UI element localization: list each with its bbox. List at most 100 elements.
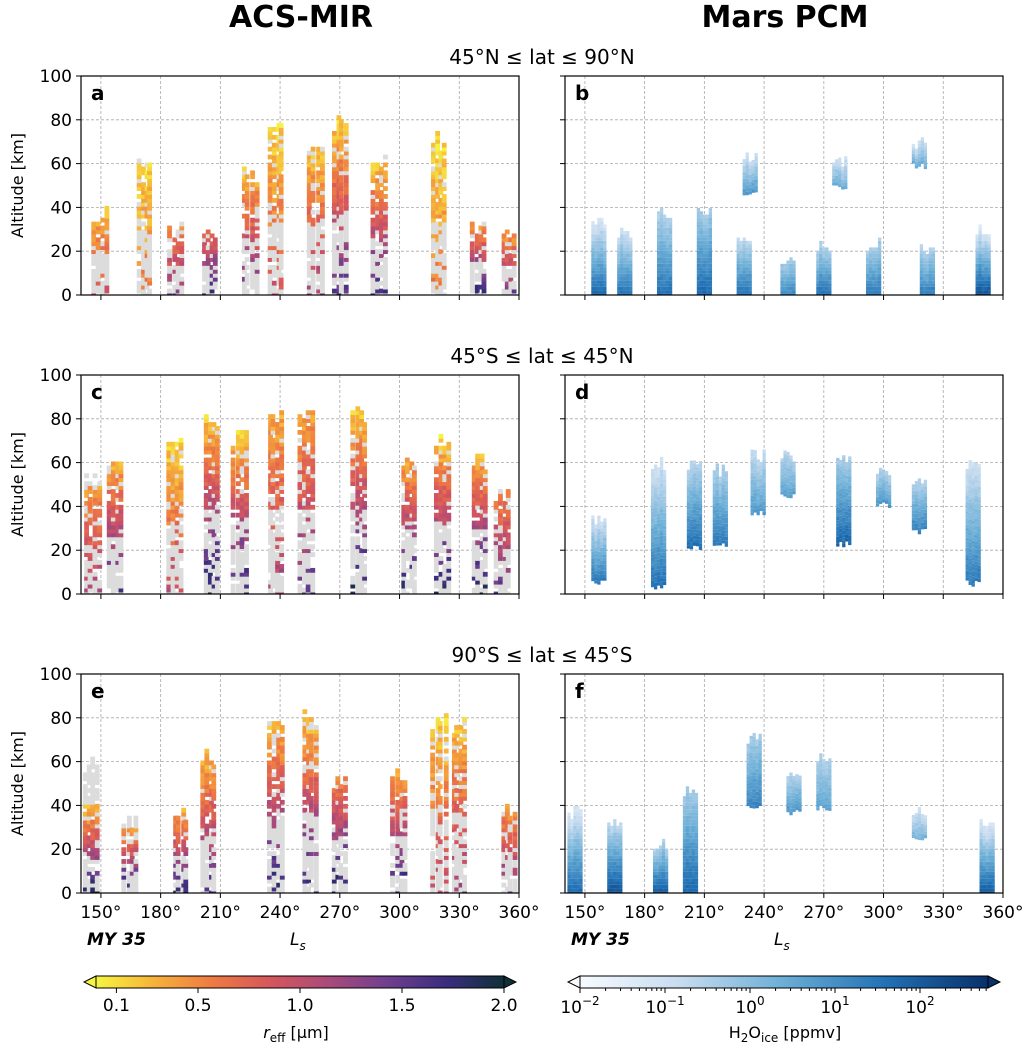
panel-c-point xyxy=(279,426,285,431)
panel-b-cell xyxy=(922,257,927,261)
panel-c-point xyxy=(87,500,93,506)
panel-c-point xyxy=(409,532,415,538)
panel-a-point xyxy=(320,213,325,219)
panel-c-point xyxy=(84,489,89,494)
panel-c-point xyxy=(106,564,112,569)
panel-c-point xyxy=(442,579,448,585)
panel-a-point xyxy=(250,229,255,235)
panel-a-point xyxy=(383,201,388,207)
panel-c-point xyxy=(170,461,176,467)
panel-d-cell xyxy=(759,507,763,512)
panel-a-point xyxy=(172,276,178,282)
panel-d-cell xyxy=(715,492,720,497)
panel-a-point xyxy=(209,249,215,255)
panel-c-point xyxy=(305,426,311,431)
panel-a-point xyxy=(306,154,312,160)
panel-c-point xyxy=(355,477,361,483)
panel-a-point xyxy=(431,257,436,262)
panel-d-cell xyxy=(786,461,790,466)
panel-b-cell xyxy=(600,260,604,264)
panel-a-point xyxy=(136,178,142,184)
panel-d-cell xyxy=(659,489,664,494)
panel-c-point xyxy=(203,579,209,585)
panel-d-cell xyxy=(786,481,790,485)
panel-d-cell xyxy=(692,493,697,497)
panel-c-ytick-label: 100 xyxy=(40,366,72,386)
panel-c-point xyxy=(214,477,220,483)
panel-a-point xyxy=(244,265,250,270)
panel-d-cell xyxy=(656,552,661,557)
panel-b-cell xyxy=(668,221,673,225)
panel-a-point xyxy=(316,233,321,239)
panel-b-cell xyxy=(620,227,624,231)
panel-a-point xyxy=(267,245,273,251)
panel-c-point xyxy=(106,469,112,475)
panel-d-cell xyxy=(783,486,787,490)
panel-c-point xyxy=(305,414,311,420)
panel-b-cell xyxy=(841,169,845,174)
panel-b-cell xyxy=(656,276,661,281)
panel-a-point xyxy=(144,201,150,207)
panel-a-point xyxy=(370,265,376,270)
panel-c-point xyxy=(211,437,217,443)
panel-c-point xyxy=(211,528,217,534)
panel-c-point xyxy=(404,504,410,510)
panel-a-point xyxy=(336,249,342,255)
panel-b-cell xyxy=(832,162,836,166)
panel-a-point xyxy=(501,288,507,294)
panel-b-cell xyxy=(919,270,924,274)
panel-d-cell xyxy=(724,477,728,482)
panel-b-cell xyxy=(838,177,842,181)
panel-c-point xyxy=(302,575,307,581)
panel-a-point xyxy=(104,261,110,266)
row3-title: 90°S ≤ lat ≤ 45°S xyxy=(452,643,633,667)
panel-d-cell xyxy=(653,549,658,554)
panel-b-cell xyxy=(705,234,710,238)
panel-a-point xyxy=(202,261,207,266)
panel-a-point xyxy=(375,288,380,294)
panel-b-cell xyxy=(626,270,630,274)
panel-a-point xyxy=(212,249,218,255)
panel-d-cell xyxy=(695,529,700,534)
panel-c-point xyxy=(118,591,124,594)
panel-b-cell xyxy=(786,267,790,271)
panel-a-point xyxy=(310,178,316,184)
panel-b-cell xyxy=(987,270,991,274)
panel-c-point xyxy=(359,508,365,514)
panel-a-point xyxy=(267,166,273,172)
panel-d-cell xyxy=(591,551,595,555)
panel-c-point xyxy=(442,489,448,494)
panel-c-point xyxy=(87,489,93,494)
panel-c-point xyxy=(239,560,245,565)
panel-a-point xyxy=(338,134,344,140)
panel-d-cell xyxy=(653,586,658,590)
panel-d-cell xyxy=(836,474,840,478)
panel-a-point xyxy=(441,284,447,290)
panel-c-ytick-label: 40 xyxy=(50,497,72,517)
panel-b-cell xyxy=(702,247,707,251)
panel-c-point xyxy=(401,512,407,518)
panel-b-cell xyxy=(844,172,848,177)
panel-c-point xyxy=(115,575,121,581)
panel-c-point xyxy=(305,544,311,550)
panel-c-point xyxy=(166,536,172,542)
panel-b-cell xyxy=(702,230,707,235)
panel-c-point xyxy=(502,587,508,593)
panel-c-point xyxy=(203,414,209,420)
panel-c-point xyxy=(310,477,316,483)
panel-d-cell xyxy=(724,517,728,521)
panel-b-cell xyxy=(742,270,746,274)
panel-d-cell xyxy=(698,540,703,544)
panel-b-cell xyxy=(828,286,832,291)
panel-d-cell xyxy=(914,500,919,504)
panel-c-point xyxy=(211,540,217,546)
panel-b-cell xyxy=(911,153,916,158)
panel-c-point xyxy=(438,504,444,510)
panel-d-cell xyxy=(603,524,607,529)
panel-d-cell xyxy=(848,472,852,477)
panel-c-point xyxy=(482,536,488,542)
panel-d-cell xyxy=(911,490,916,495)
panel-c-point xyxy=(244,556,249,561)
panel-a-point xyxy=(91,229,97,235)
panel-c-point xyxy=(211,422,217,427)
